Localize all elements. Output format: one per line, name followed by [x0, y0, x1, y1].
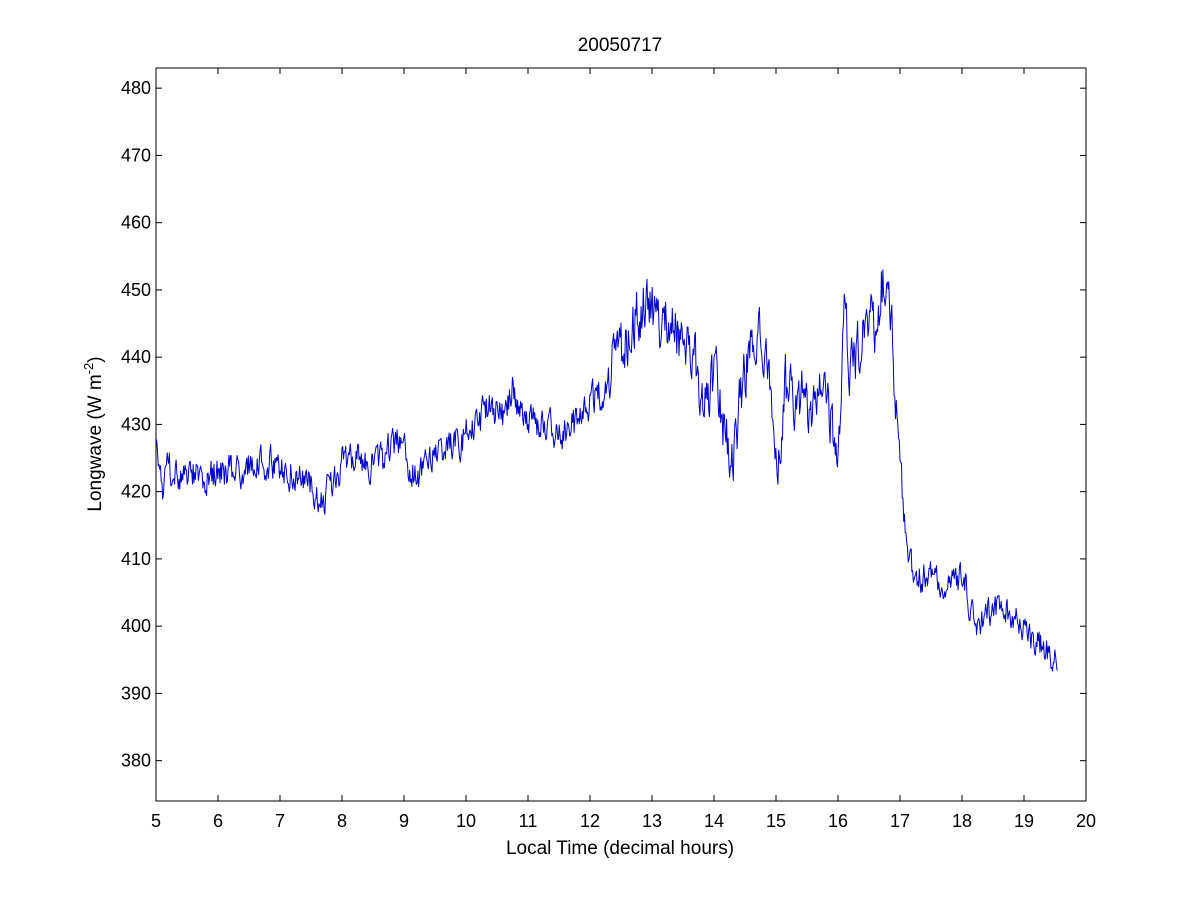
x-tick-label: 13 — [642, 811, 662, 831]
y-axis-title-superscript: -2 — [81, 363, 96, 375]
x-axis-tick-labels: 5 6 7 8 9 10 11 12 13 14 15 16 17 18 19 20 — [151, 811, 1096, 831]
series-layer — [156, 269, 1058, 672]
x-tick-label: 17 — [890, 811, 910, 831]
y-tick-label: 390 — [121, 683, 151, 703]
series-line-0 — [156, 269, 1058, 672]
y-axis-title-main: Longwave (W m — [85, 374, 106, 511]
x-tick-label: 14 — [704, 811, 724, 831]
x-tick-label: 12 — [580, 811, 600, 831]
y-axis-ticks — [156, 87, 1086, 762]
x-axis-title: Local Time (decimal hours) — [506, 838, 734, 859]
y-tick-label: 450 — [121, 280, 151, 300]
y-tick-label: 400 — [121, 616, 151, 636]
y-tick-label: 430 — [121, 414, 151, 434]
y-axis-title: Longwave (W m-2) — [81, 356, 106, 511]
y-tick-label: 420 — [121, 482, 151, 502]
x-tick-label: 16 — [828, 811, 848, 831]
x-tick-label: 10 — [456, 811, 476, 831]
y-tick-label: 470 — [121, 145, 151, 165]
y-tick-label: 380 — [121, 751, 151, 771]
x-axis-ticks — [155, 68, 1087, 801]
x-tick-label: 11 — [519, 811, 538, 831]
x-tick-label: 5 — [151, 811, 161, 831]
x-tick-label: 8 — [337, 811, 347, 831]
x-tick-label: 9 — [399, 811, 409, 831]
y-axis-tick-labels: 380 390 400 410 420 430 440 450 460 470 480 — [121, 78, 151, 770]
x-tick-label: 7 — [275, 811, 285, 831]
x-tick-label: 15 — [766, 811, 786, 831]
x-tick-label: 19 — [1014, 811, 1034, 831]
y-tick-label: 460 — [121, 213, 151, 233]
x-tick-label: 6 — [213, 811, 223, 831]
plot-area — [155, 67, 1087, 802]
y-tick-label: 410 — [121, 549, 151, 569]
y-tick-label: 440 — [121, 347, 151, 367]
x-tick-label: 18 — [952, 811, 972, 831]
x-tick-label: 20 — [1076, 811, 1096, 831]
y-axis-title-close: ) — [85, 356, 106, 362]
y-tick-label: 480 — [121, 78, 151, 98]
chart-title: 20050717 — [578, 35, 663, 56]
